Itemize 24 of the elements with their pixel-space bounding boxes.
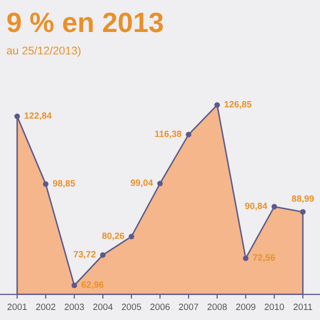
- data-label: 73,72: [74, 251, 96, 259]
- data-label: 88,99: [292, 195, 314, 204]
- x-tick-label: 2006: [150, 304, 170, 310]
- data-label: 126,85: [224, 101, 252, 109]
- data-label: 116,38: [155, 130, 182, 138]
- x-tick-label: 2009: [236, 304, 256, 310]
- x-tick-label: 2001: [8, 304, 27, 310]
- x-tick-label: 2002: [36, 304, 56, 310]
- data-label: 62,96: [82, 281, 104, 290]
- x-tick-label: 2007: [178, 304, 198, 310]
- chart-title: 9 % en 2013: [7, 12, 163, 32]
- x-tick-label: 2005: [122, 304, 142, 310]
- x-tick-label: 2008: [208, 304, 227, 310]
- data-label: 72,56: [253, 254, 275, 262]
- x-tick-label: 2003: [64, 304, 84, 310]
- x-tick-label: 2011: [294, 304, 312, 310]
- data-label: 90,84: [245, 202, 268, 210]
- x-tick-label: 2004: [93, 304, 113, 310]
- data-label: 122,84: [24, 112, 52, 120]
- x-tick-label: 2010: [264, 304, 284, 310]
- data-label: 98,85: [52, 180, 75, 188]
- data-label: 80,26: [102, 232, 124, 240]
- data-label: 99,04: [130, 180, 154, 188]
- chart-subtitle: au 25/12/2013): [6, 46, 80, 57]
